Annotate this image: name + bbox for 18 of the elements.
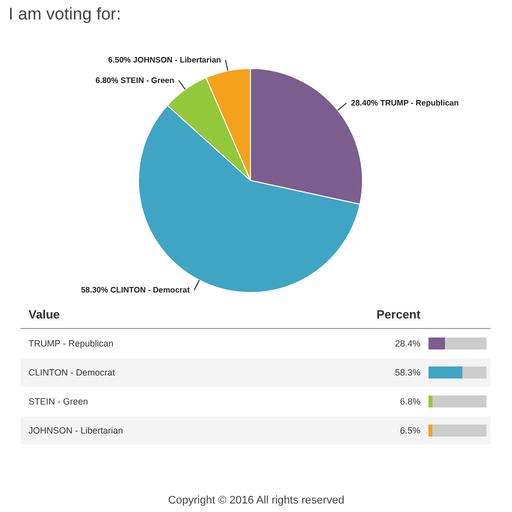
- category-label: CLINTON - Democrat: [28, 368, 115, 378]
- bar: [428, 424, 432, 436]
- slice-label: 6.50% JOHNSON - Libertarian: [108, 55, 222, 64]
- bar: [428, 396, 432, 408]
- category-label: JOHNSON - Libertarian: [28, 426, 124, 436]
- slice-label: 6.80% STEIN - Green: [96, 76, 174, 85]
- text: Percent: [376, 308, 421, 322]
- chart-title: I am voting for:: [8, 4, 121, 24]
- data-label: 6.8%: [400, 396, 420, 406]
- text: Value: [28, 308, 60, 322]
- slice-label: 58.30% CLINTON - Democrat: [80, 286, 190, 295]
- data-label: 58.3%: [394, 368, 421, 378]
- text: Copyright © 2016 All rights reserved: [168, 494, 344, 506]
- data-label: 28.4%: [394, 338, 421, 348]
- slice-label: 28.40% TRUMP - Republican: [350, 98, 459, 108]
- data-label: 6.5%: [400, 426, 420, 436]
- category-label: STEIN - Green: [28, 396, 88, 406]
- category-label: TRUMP - Republican: [28, 338, 114, 348]
